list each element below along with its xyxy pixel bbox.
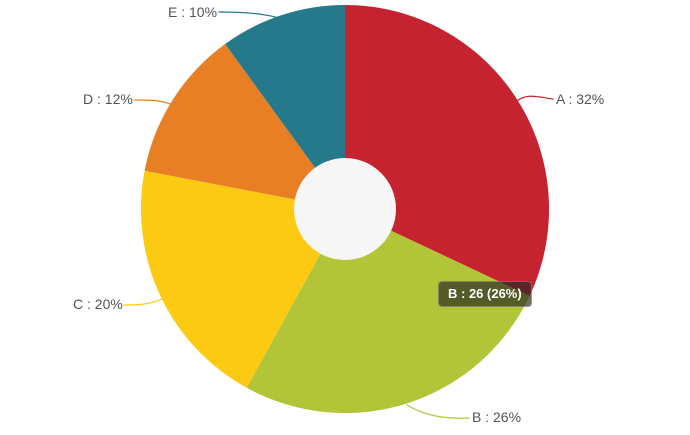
leader-line-c [123,297,165,306]
slice-label-b: B : 26% [472,409,522,425]
pie-slice-c[interactable] [140,170,345,388]
leader-line-e [218,11,287,21]
donut-hole [294,158,396,260]
pie-slices [140,4,550,414]
tooltip: B : 26 (26%) [438,281,532,307]
pie-slice-d[interactable] [144,44,345,209]
leader-line-b [406,404,470,419]
slice-label-e: E : 10% [168,4,218,20]
leader-line-a [516,95,554,102]
pie-slice-e[interactable] [225,5,345,209]
pie-slice-a[interactable] [345,4,550,296]
slice-label-c: C : 20% [73,296,123,312]
slice-label-d: D : 12% [83,91,133,107]
slice-label-a: A : 32% [556,91,605,107]
pie-slice-b[interactable] [246,209,530,414]
leader-line-d [133,99,174,106]
